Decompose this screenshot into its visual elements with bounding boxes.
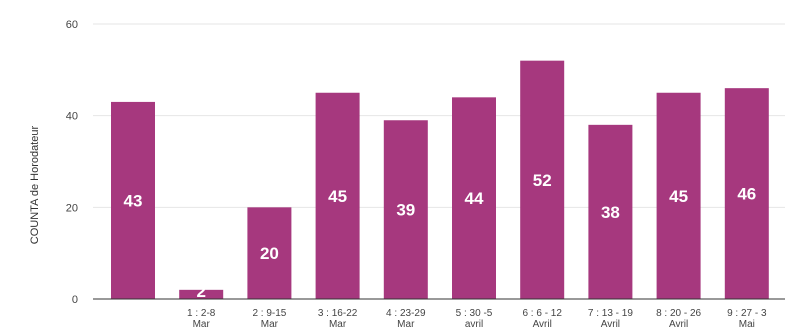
y-axis-ticks: 0 20 40 60	[66, 19, 78, 306]
bars	[111, 60, 769, 300]
x-tick-label: 7 : 13 - 19 Avril	[588, 308, 633, 328]
y-tick-label: 40	[66, 111, 78, 123]
bar	[111, 101, 155, 300]
y-tick-label: 0	[72, 294, 78, 306]
bar	[724, 88, 769, 300]
bar	[315, 92, 360, 299]
data-label: 2	[196, 282, 205, 301]
data-label: 20	[260, 244, 279, 263]
bar	[383, 120, 428, 299]
x-tick-label: 9 : 27 - 3 Mai	[727, 308, 767, 328]
bar	[247, 207, 292, 299]
bar	[588, 124, 633, 299]
data-label: 46	[737, 185, 756, 204]
data-label: 45	[669, 187, 688, 206]
data-label: 38	[601, 203, 620, 222]
x-axis-ticks: 1 : 2-8 Mar 2 : 9-15 Mar 3 : 16-22 Mar 4 : 23-…	[187, 308, 767, 328]
data-label: 43	[124, 191, 143, 210]
x-tick-label: 3 : 16-22 Mar	[318, 308, 358, 328]
bar	[656, 92, 701, 299]
x-tick-label: 6 : 6 - 12 Avril	[522, 308, 562, 328]
bar	[520, 60, 565, 299]
y-tick-label: 20	[66, 202, 78, 214]
data-label: 45	[328, 187, 347, 206]
data-label: 39	[396, 201, 415, 220]
data-label: 44	[465, 189, 484, 208]
x-tick-label: 8 : 20 - 26 Avril	[656, 308, 701, 328]
x-tick-label: 4 : 23-29 Mar	[386, 308, 426, 328]
data-labels: 43 2 20 45 39 44 52 38 45 46	[124, 171, 757, 301]
y-tick-label: 60	[66, 19, 78, 31]
x-tick-label: 2 : 9-15 Mar	[252, 308, 286, 328]
bar	[179, 289, 224, 299]
data-label: 52	[533, 171, 552, 190]
bar	[452, 97, 496, 299]
x-tick-label: 1 : 2-8 Mar	[187, 308, 216, 328]
y-axis-label: COUNTA de Horodateur	[29, 125, 41, 244]
x-tick-label: 5 : 30 -5 avril	[456, 308, 493, 328]
